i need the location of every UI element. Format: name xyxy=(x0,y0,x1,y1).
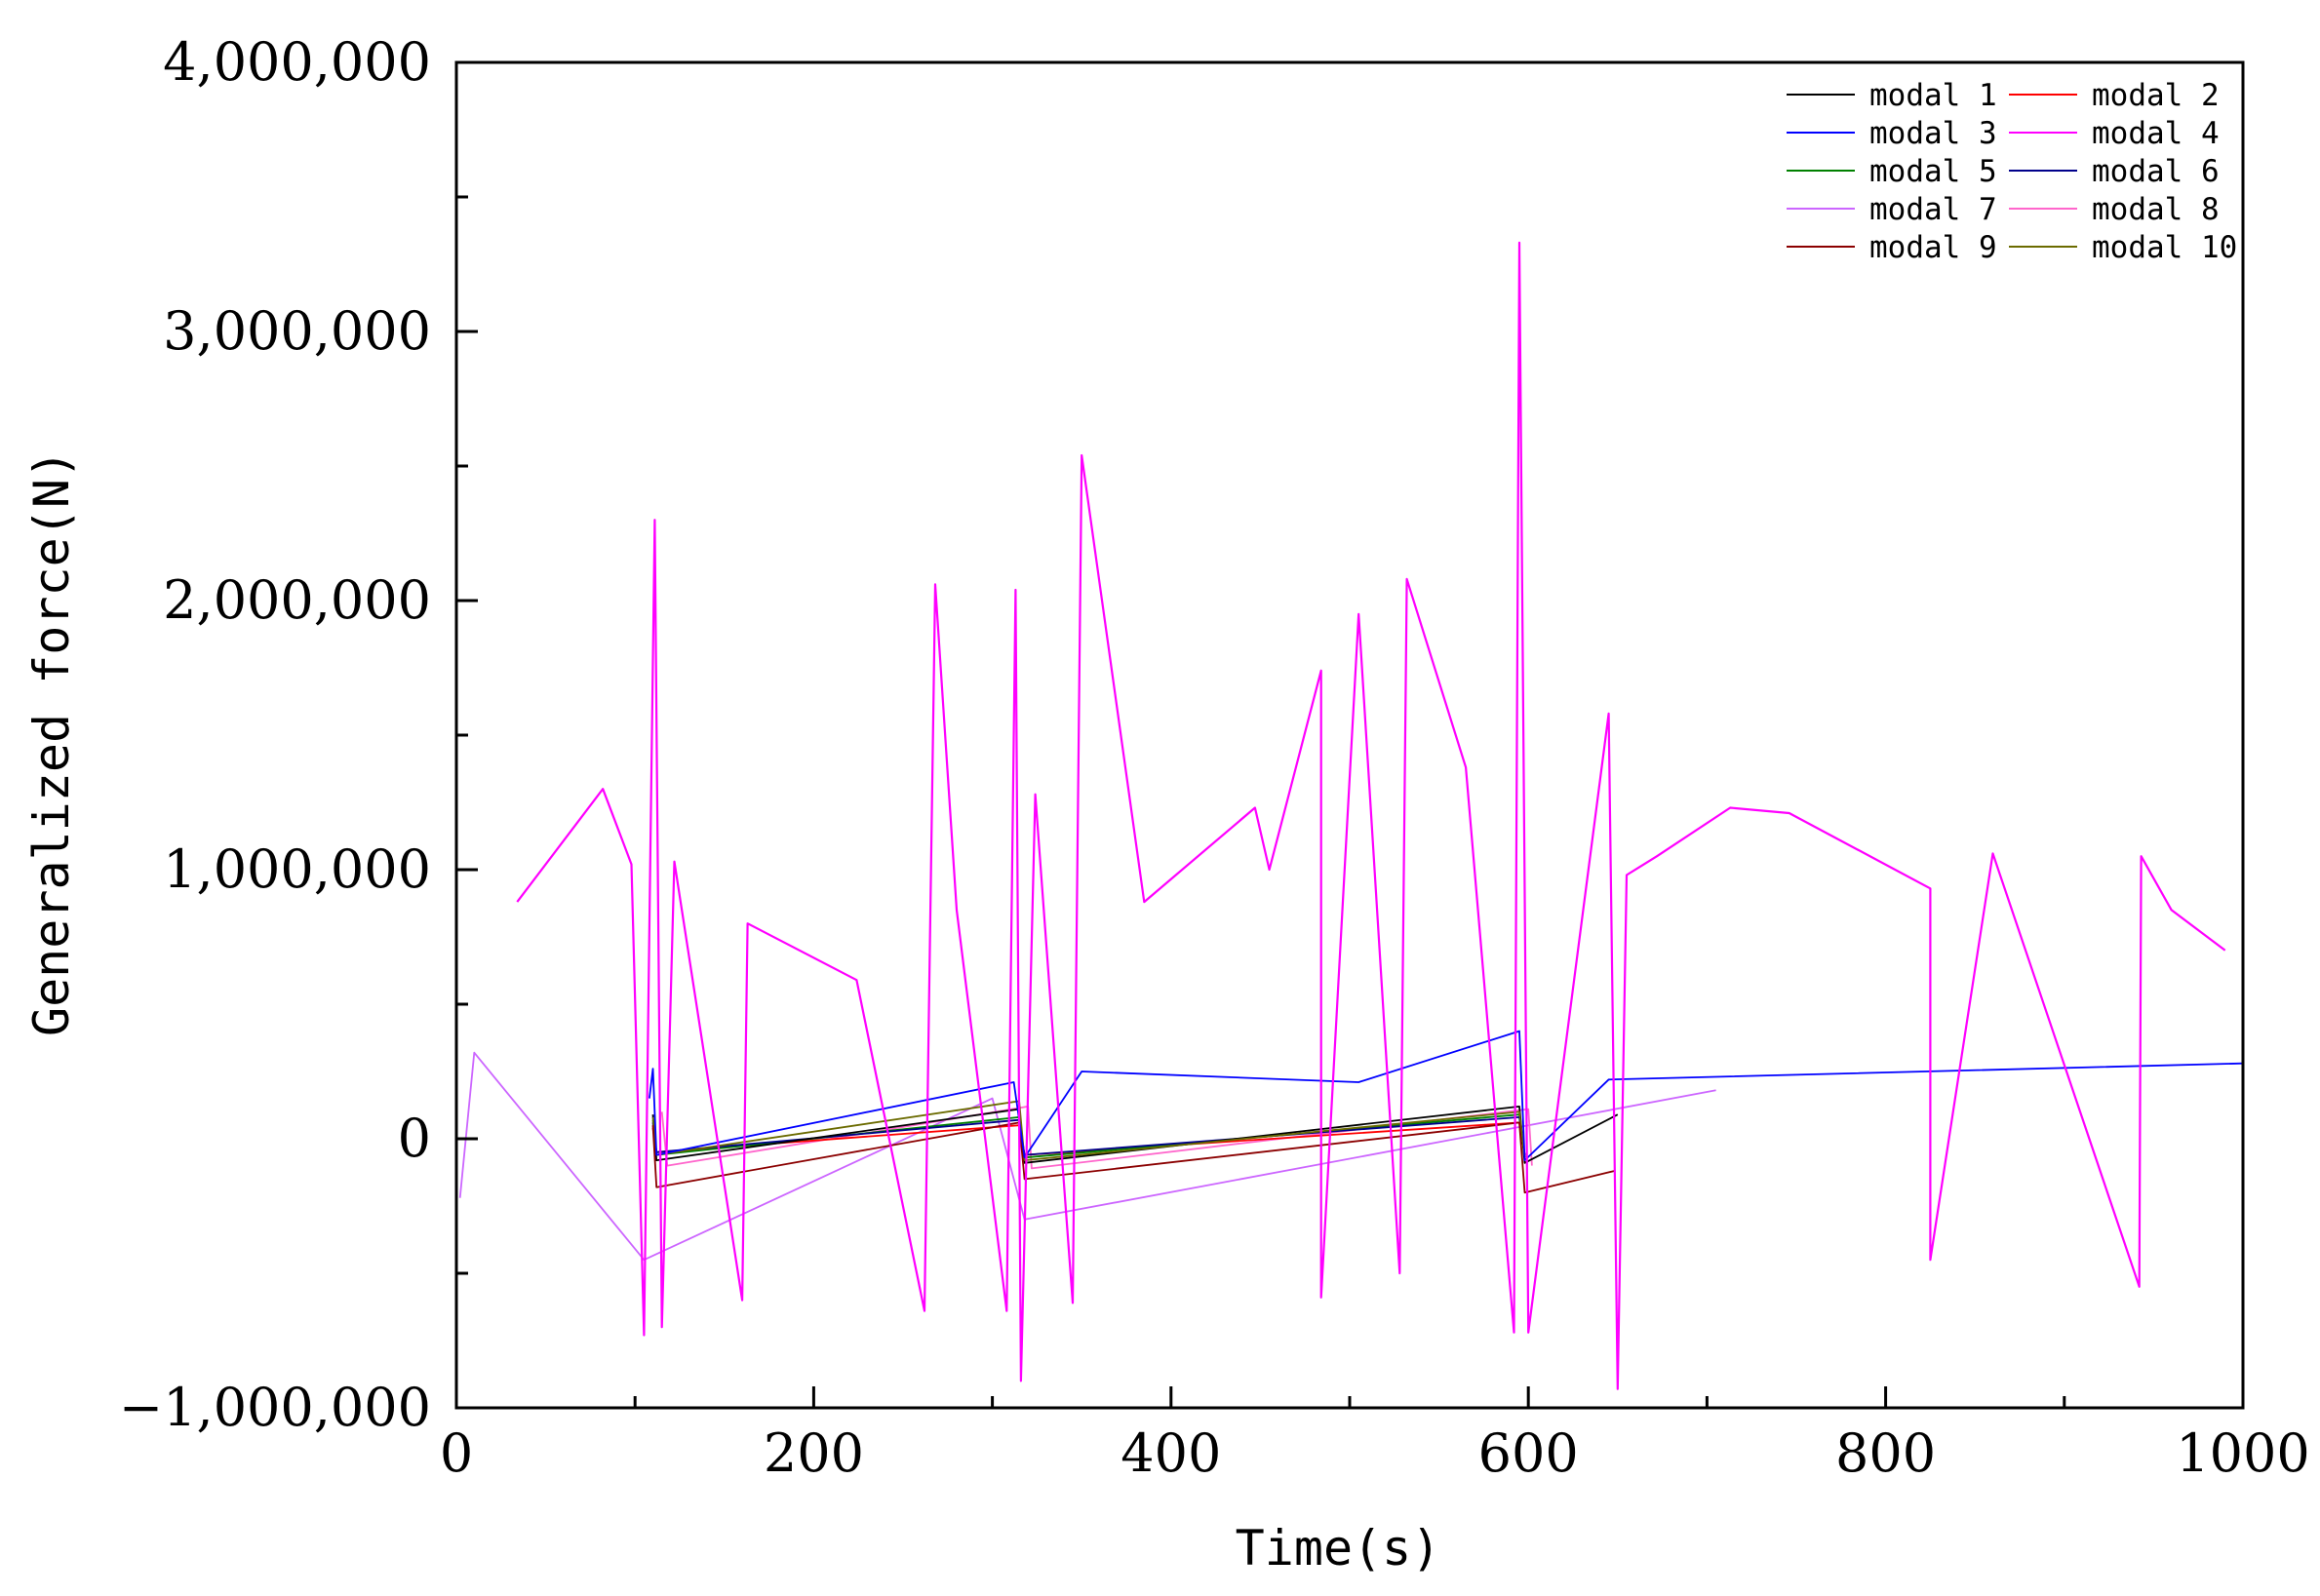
x-tick-label: 400 xyxy=(1121,1422,1221,1484)
series-line-modal-4 xyxy=(516,241,2226,1390)
x-tick-label: 800 xyxy=(1835,1422,1936,1484)
axes-layer: 0 200 400 600 800 1000−1,000,00001,000,0002,0… xyxy=(119,31,2310,1484)
legend-label: modal 2 xyxy=(2092,78,2220,113)
series-line-modal-1 xyxy=(651,1106,1619,1164)
y-axis-title: Generalized force(N) xyxy=(23,449,80,1036)
legend-item: modal 3 xyxy=(1787,116,1997,151)
y-tick-label: 1,000,000 xyxy=(163,838,431,900)
x-tick-label: 1000 xyxy=(2176,1422,2309,1484)
legend-item: modal 8 xyxy=(2009,192,2220,227)
y-tick-label: 3,000,000 xyxy=(163,300,431,362)
legend-label: modal 7 xyxy=(1869,192,1997,227)
legend-item: modal 7 xyxy=(1787,192,1997,227)
y-tick-label: 2,000,000 xyxy=(163,569,431,631)
legend-label: modal 6 xyxy=(2092,154,2220,189)
x-axis-title: Time(s) xyxy=(1236,1520,1441,1577)
legend-label: modal 1 xyxy=(1869,78,1997,113)
legend-label: modal 4 xyxy=(2092,116,2220,151)
legend-label: modal 8 xyxy=(2092,192,2220,227)
x-tick-label: 0 xyxy=(440,1422,473,1484)
legend-item: modal 1 xyxy=(1787,78,1997,113)
series-layer xyxy=(458,241,2243,1390)
legend-item: modal 6 xyxy=(2009,154,2220,189)
legend-label: modal 9 xyxy=(1869,230,1997,265)
legend-label: modal 5 xyxy=(1869,154,1997,189)
series-line-modal-9 xyxy=(651,1121,1615,1194)
legend-label: modal 10 xyxy=(2092,230,2237,265)
legend-item: modal 10 xyxy=(2009,230,2237,265)
series-line-modal-7 xyxy=(458,1051,1716,1262)
legend-item: modal 9 xyxy=(1787,230,1997,265)
x-tick-label: 600 xyxy=(1478,1422,1579,1484)
legend-item: modal 5 xyxy=(1787,154,1997,189)
y-tick-label: 0 xyxy=(398,1108,431,1169)
legend-label: modal 3 xyxy=(1869,116,1997,151)
x-tick-label: 200 xyxy=(764,1422,864,1484)
series-line-modal-3 xyxy=(649,1030,2243,1161)
legend-item: modal 2 xyxy=(2009,78,2220,113)
y-tick-label: −1,000,000 xyxy=(119,1377,431,1438)
legend-item: modal 4 xyxy=(2009,116,2220,151)
y-tick-label: 4,000,000 xyxy=(163,31,431,93)
